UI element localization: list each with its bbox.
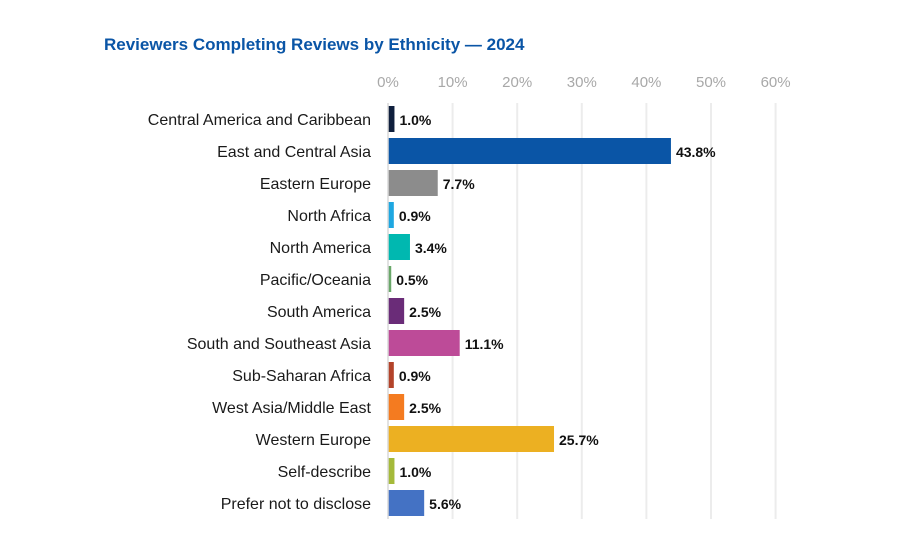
category-label: South America xyxy=(267,304,371,321)
data-label: 43.8% xyxy=(676,144,716,160)
category-label: North America xyxy=(270,240,371,257)
category-label: Self-describe xyxy=(278,464,371,481)
category-label: Central America and Caribbean xyxy=(148,112,371,129)
x-tick-label: 50% xyxy=(696,74,726,91)
category-label: Western Europe xyxy=(256,432,371,449)
x-tick-label: 0% xyxy=(377,74,399,91)
bar xyxy=(388,202,394,228)
bar xyxy=(388,298,405,324)
bar xyxy=(388,106,395,132)
bar xyxy=(388,394,405,420)
data-label: 11.1% xyxy=(465,336,504,352)
data-label: 0.5% xyxy=(396,272,428,288)
category-label: Prefer not to disclose xyxy=(221,496,371,513)
category-label: Eastern Europe xyxy=(260,176,371,193)
data-label: 7.7% xyxy=(443,176,475,192)
bar xyxy=(388,234,410,260)
x-tick-label: 30% xyxy=(567,74,597,91)
category-label: Pacific/Oceania xyxy=(260,272,371,289)
data-label: 0.9% xyxy=(399,208,431,224)
x-tick-label: 20% xyxy=(502,74,532,91)
data-label: 25.7% xyxy=(559,432,599,448)
data-label: 2.5% xyxy=(409,304,441,320)
category-label: Sub-Saharan Africa xyxy=(232,368,371,385)
data-label: 3.4% xyxy=(415,240,447,256)
bar xyxy=(388,426,555,452)
bar xyxy=(388,458,395,484)
category-label: West Asia/Middle East xyxy=(212,400,371,417)
category-label: North Africa xyxy=(287,208,371,225)
category-label: South and Southeast Asia xyxy=(187,336,371,353)
bar xyxy=(388,330,460,356)
data-label: 1.0% xyxy=(399,464,431,480)
bar xyxy=(388,170,438,196)
data-label: 0.9% xyxy=(399,368,431,384)
bar xyxy=(388,266,392,292)
bar xyxy=(388,362,394,388)
x-tick-label: 10% xyxy=(438,74,468,91)
x-tick-label: 60% xyxy=(761,74,791,91)
x-tick-label: 40% xyxy=(631,74,661,91)
chart-title: Reviewers Completing Reviews by Ethnicit… xyxy=(104,35,525,54)
data-label: 1.0% xyxy=(399,112,431,128)
data-label: 5.6% xyxy=(429,496,461,512)
bar xyxy=(388,490,425,516)
category-label: East and Central Asia xyxy=(217,144,371,161)
bar xyxy=(388,138,671,164)
data-label: 2.5% xyxy=(409,400,441,416)
